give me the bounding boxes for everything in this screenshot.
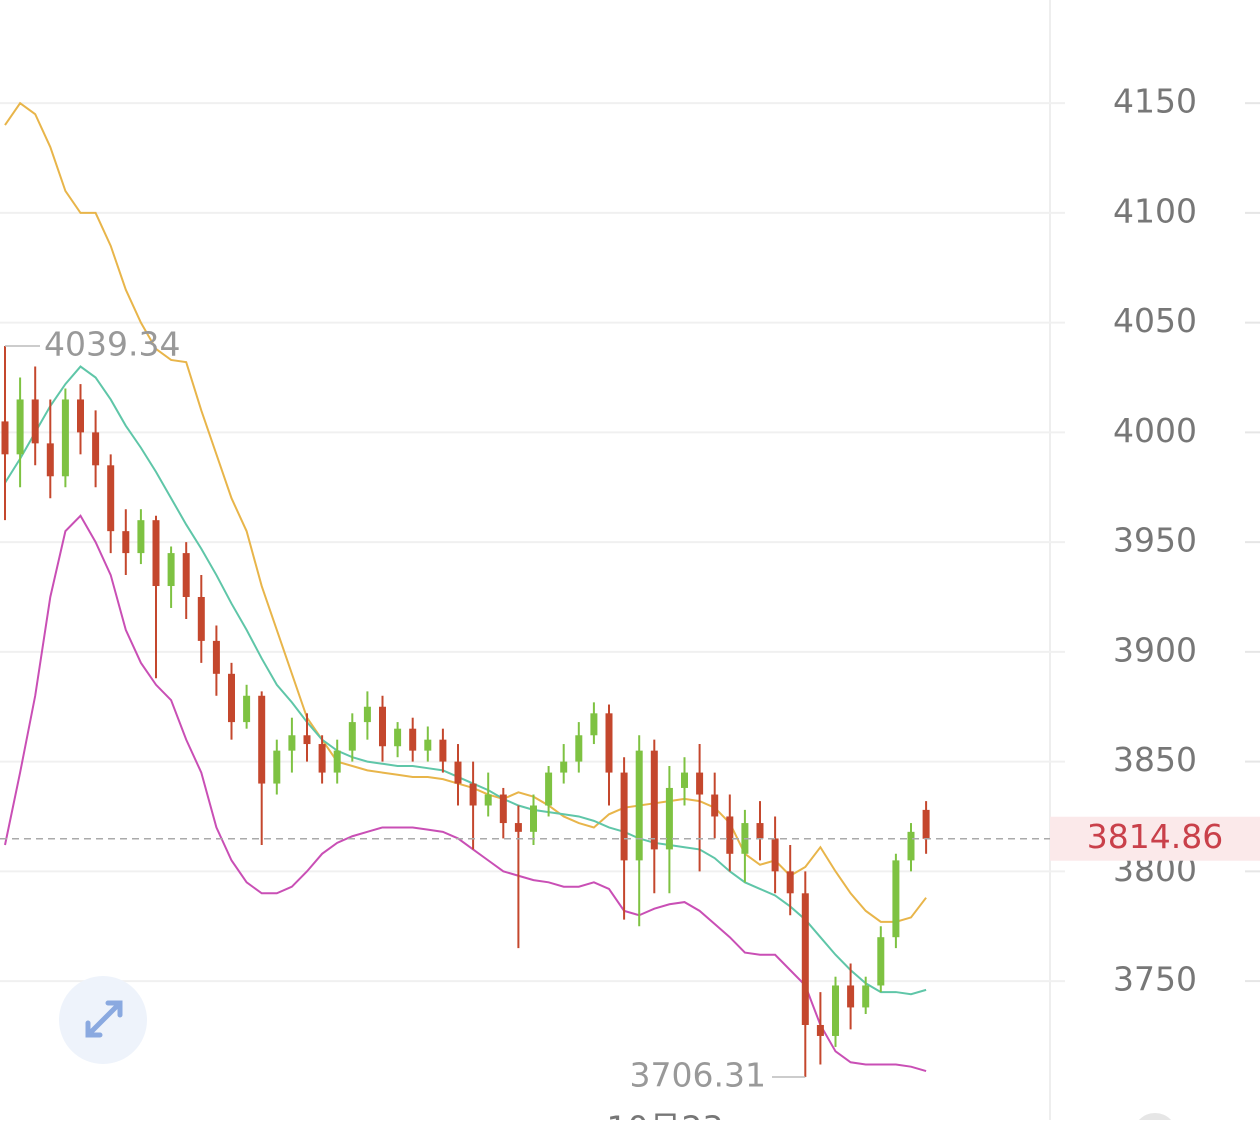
candle-body — [816, 1024, 824, 1036]
candle-body — [182, 553, 190, 597]
candle-body — [77, 399, 84, 433]
x-date-label: 10月23 — [607, 1109, 724, 1121]
candle-body — [348, 722, 356, 751]
candle-body — [877, 937, 885, 986]
candle-body — [61, 399, 69, 477]
candle-body — [333, 750, 341, 773]
candle-body — [394, 728, 402, 747]
candle-body — [454, 761, 462, 784]
candle-body — [379, 706, 386, 747]
candle-body — [258, 695, 266, 784]
candle-body — [16, 399, 24, 455]
candle-body — [530, 805, 537, 832]
candle-body — [439, 739, 447, 762]
candle-body — [303, 735, 311, 745]
candle-body — [771, 838, 779, 872]
candle-body — [31, 399, 39, 444]
y-tick-label: 4000 — [1113, 411, 1197, 450]
candle-body — [273, 750, 281, 784]
last-price-label: 3814.86 — [1087, 817, 1223, 856]
candle-body — [756, 823, 764, 839]
candle-body — [137, 520, 145, 554]
candle-body — [167, 553, 175, 587]
candle-body — [107, 465, 115, 532]
candle-body — [832, 985, 839, 1036]
candle-body — [288, 735, 296, 751]
candle-body — [212, 640, 220, 674]
expand-button[interactable] — [59, 976, 147, 1064]
candle-body — [499, 794, 507, 824]
y-tick-label: 4150 — [1113, 82, 1197, 121]
candle-body — [801, 893, 809, 1025]
max-label: 4039.34 — [44, 325, 180, 364]
candle-body — [711, 794, 719, 817]
last-price-box — [1050, 816, 1260, 861]
candle-body — [197, 596, 205, 641]
candle-body — [847, 985, 855, 1008]
y-tick-label: 4100 — [1113, 191, 1197, 230]
candle-body — [892, 860, 900, 938]
candle-body — [696, 772, 704, 795]
candle-body — [409, 728, 417, 751]
y-tick-label: 3850 — [1113, 740, 1197, 779]
band-line — [4, 514, 927, 1073]
y-tick-label: 3900 — [1113, 630, 1197, 669]
candle-body — [665, 787, 673, 850]
candle-body — [726, 816, 734, 854]
candle-body — [92, 432, 100, 466]
y-tick-label: 3950 — [1113, 521, 1197, 560]
candle-body — [228, 673, 235, 723]
candle-body — [469, 783, 477, 806]
candle-body — [514, 823, 522, 832]
candle-body — [635, 750, 643, 861]
candle-body — [907, 831, 915, 861]
candle-body — [484, 794, 492, 806]
candle-body — [243, 695, 251, 723]
candle-body — [650, 750, 658, 850]
candle-body — [590, 713, 598, 736]
candle-body — [681, 772, 688, 788]
candle-body — [318, 744, 326, 773]
candle-body — [862, 985, 870, 1008]
candle-body — [575, 735, 583, 762]
candle-body — [46, 443, 54, 477]
candle-body — [363, 706, 371, 723]
candle-body — [545, 772, 553, 806]
min-label: 3706.31 — [630, 1055, 766, 1094]
candle-body — [560, 761, 568, 773]
candle-body — [122, 531, 130, 554]
y-tick-label: 4050 — [1113, 301, 1197, 340]
candle-body — [922, 809, 930, 839]
scroll-handle[interactable] — [1133, 1113, 1177, 1124]
candle-body — [1, 421, 9, 455]
candle-body — [605, 713, 613, 773]
band-line — [4, 365, 927, 996]
candle-body — [786, 871, 794, 894]
band-line — [4, 101, 927, 923]
candle-body — [620, 772, 628, 861]
candle-body — [424, 739, 432, 751]
y-tick-label: 3750 — [1113, 960, 1197, 999]
candle-body — [152, 520, 160, 587]
